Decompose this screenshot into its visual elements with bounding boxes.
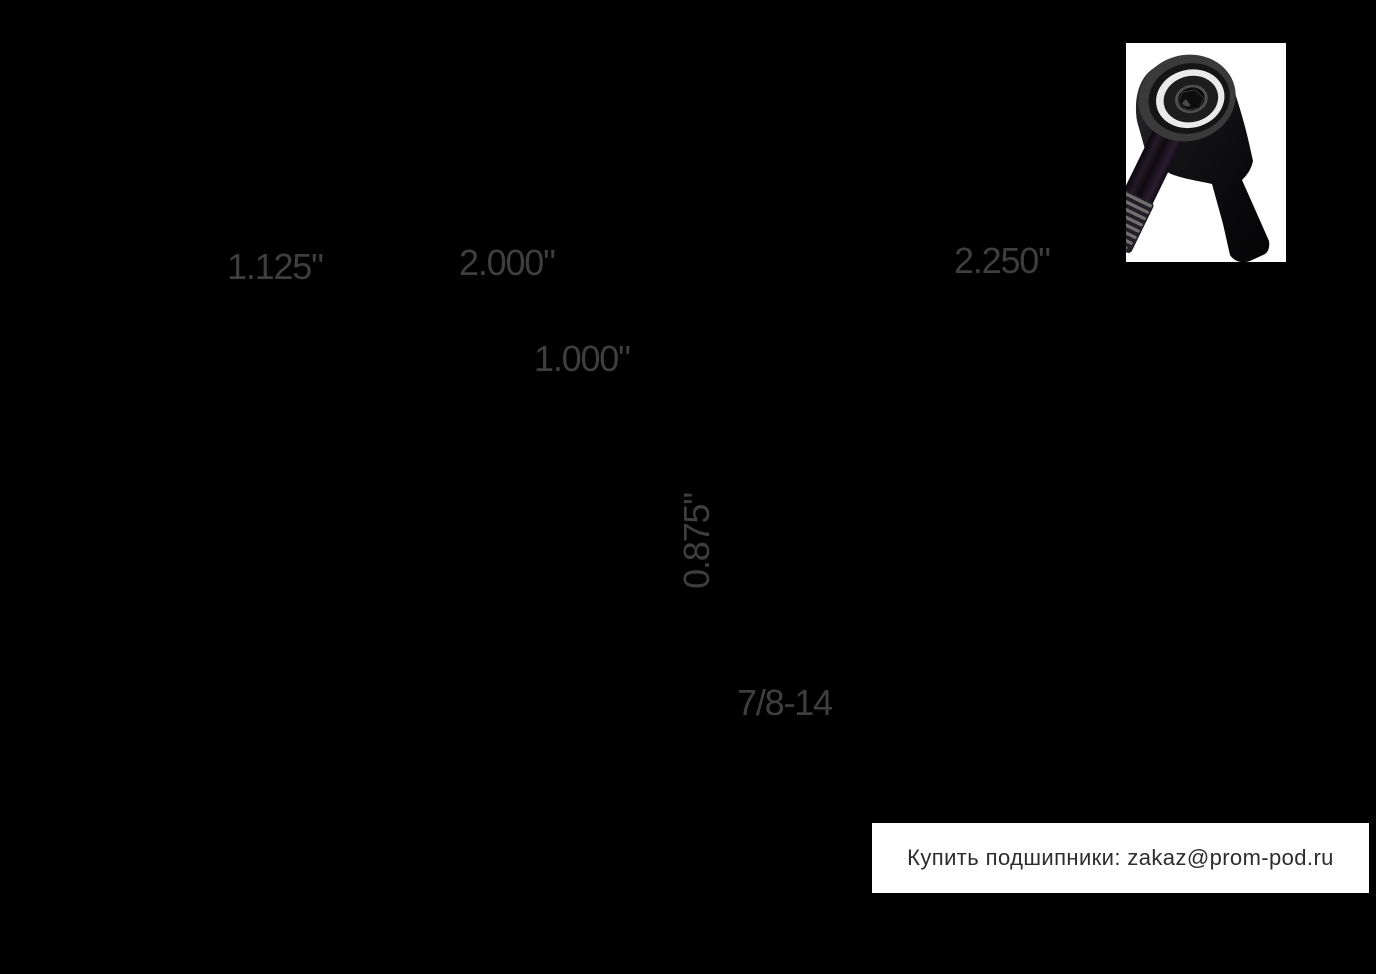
dimension-label-vertical-0875: 0.875" <box>676 493 717 589</box>
contact-text: Купить подшипники: zakaz@prom-pod.ru <box>907 845 1334 870</box>
dimension-label-width-1000: 1.000" <box>534 338 631 379</box>
contact-banner: Купить подшипники: zakaz@prom-pod.ru <box>872 823 1369 893</box>
thread-spec-label: 7/8-14 <box>737 682 833 723</box>
product-photo-panel <box>1126 43 1286 262</box>
dimension-label-stud-1125: 1.125" <box>227 246 324 287</box>
dimension-label-overall-2250: 2.250" <box>954 240 1051 281</box>
cam-follower-image <box>1126 54 1270 262</box>
dimension-label-roller-2000: 2.000" <box>459 242 556 283</box>
